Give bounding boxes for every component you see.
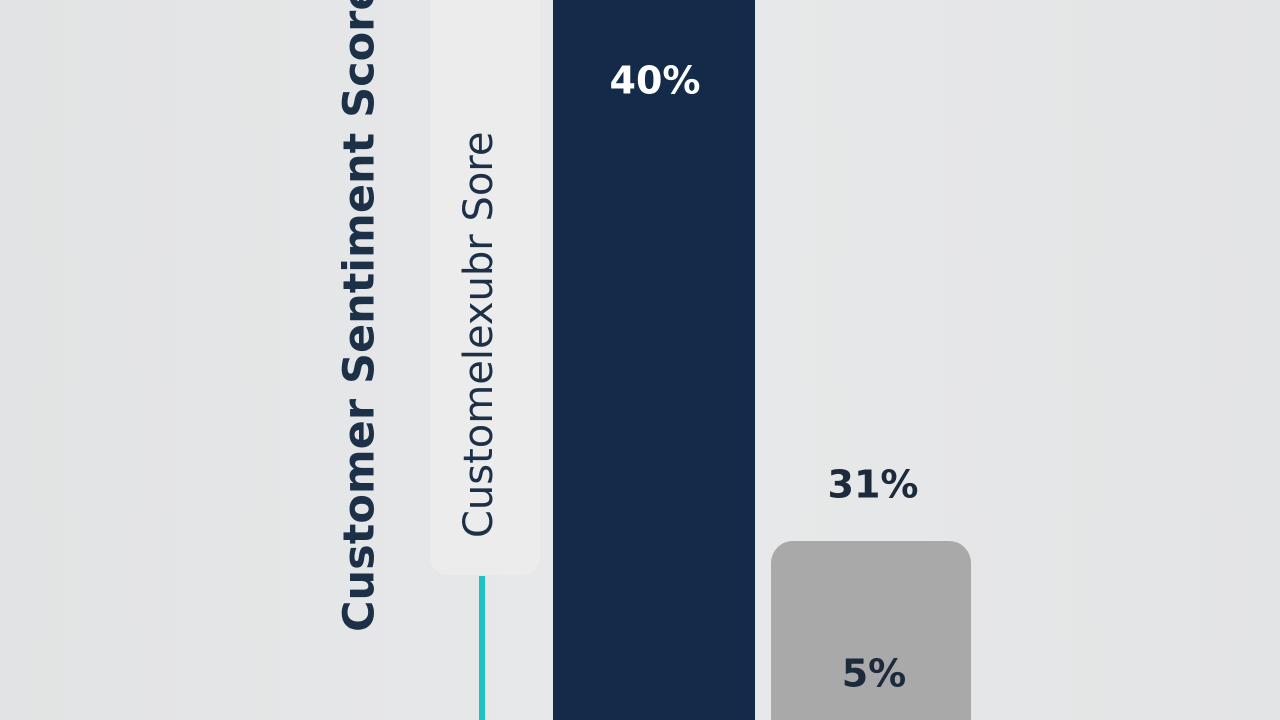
label-panel [430,0,540,575]
accent-line [479,576,485,720]
title: Customer Sentiment Score [335,0,385,632]
dark-bar [553,0,755,720]
bar-label: 31% [828,463,919,507]
bar-label: 5% [842,652,907,696]
bar-label: 40% [610,59,701,103]
gray-bar [771,541,971,720]
panel-label: Customelexubr Sore [456,132,502,538]
